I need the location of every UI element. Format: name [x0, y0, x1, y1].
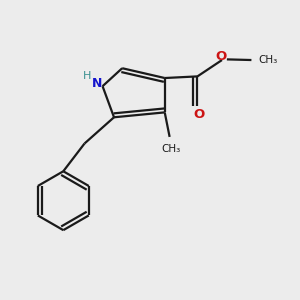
Text: O: O	[194, 107, 205, 121]
Text: N: N	[92, 77, 102, 90]
Text: H: H	[83, 71, 91, 81]
Text: CH₃: CH₃	[259, 55, 278, 65]
Text: CH₃: CH₃	[162, 144, 181, 154]
Text: O: O	[215, 50, 226, 63]
